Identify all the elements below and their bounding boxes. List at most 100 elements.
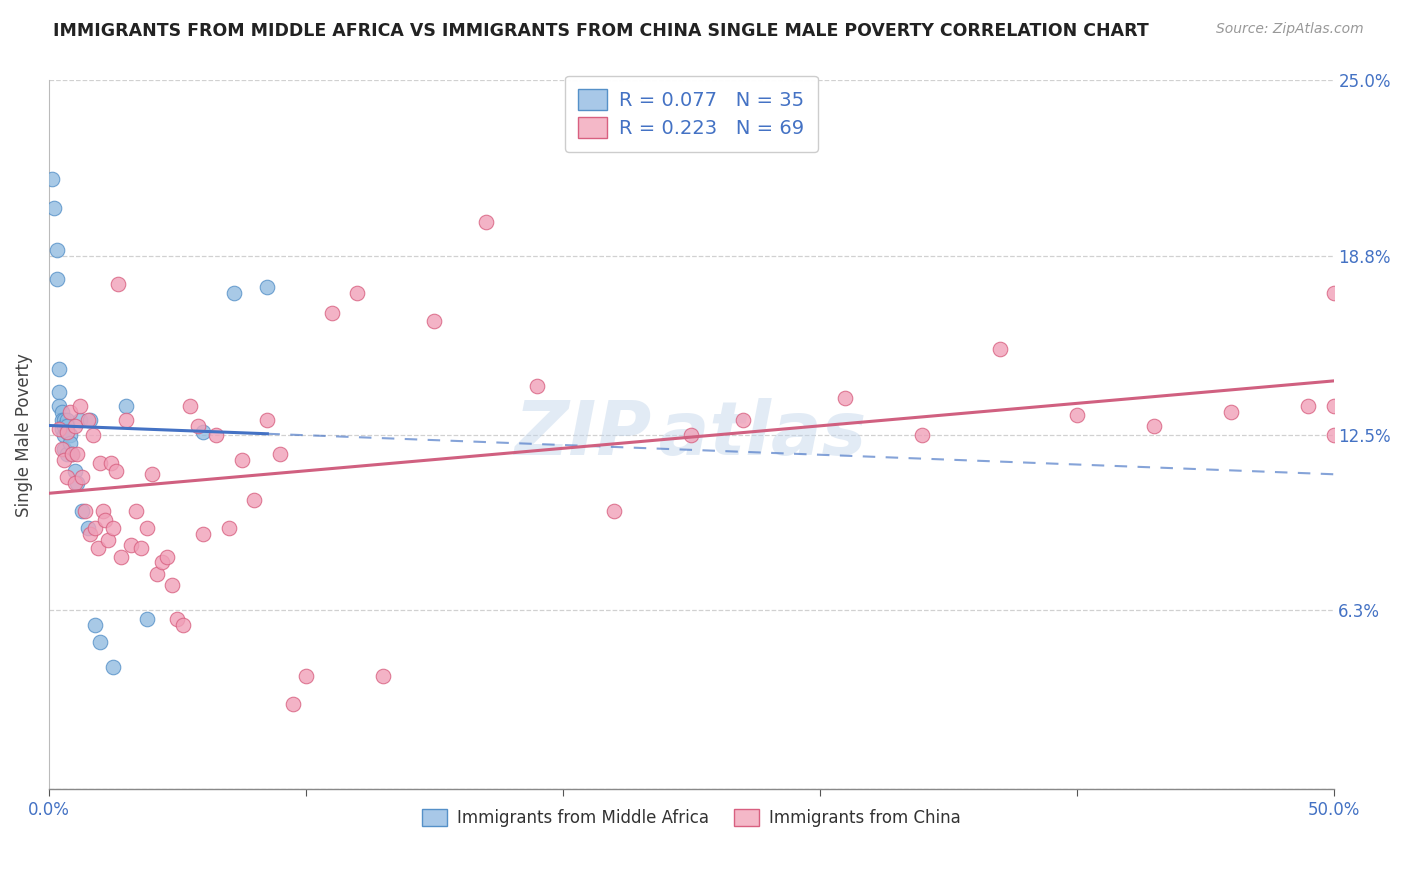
Point xyxy=(100,456,122,470)
Point xyxy=(97,533,120,547)
Point xyxy=(131,541,153,555)
Point xyxy=(110,549,132,564)
Point xyxy=(51,413,73,427)
Point xyxy=(256,413,278,427)
Point xyxy=(76,521,98,535)
Point xyxy=(162,578,184,592)
Point xyxy=(58,427,80,442)
Point xyxy=(371,669,394,683)
Point xyxy=(135,612,157,626)
Point xyxy=(243,492,266,507)
Point xyxy=(103,521,125,535)
Point xyxy=(104,465,127,479)
Point xyxy=(73,504,96,518)
Point xyxy=(526,379,548,393)
Point xyxy=(1219,405,1241,419)
Point xyxy=(146,566,169,581)
Point xyxy=(115,399,138,413)
Point xyxy=(45,271,67,285)
Point xyxy=(69,399,91,413)
Point xyxy=(191,425,214,439)
Point xyxy=(125,504,148,518)
Point xyxy=(56,425,79,439)
Point xyxy=(281,697,304,711)
Point xyxy=(79,527,101,541)
Point xyxy=(205,427,228,442)
Point xyxy=(45,243,67,257)
Point xyxy=(48,385,70,400)
Point xyxy=(79,413,101,427)
Point xyxy=(423,314,446,328)
Point xyxy=(1322,285,1344,300)
Point xyxy=(84,617,107,632)
Point xyxy=(1066,408,1088,422)
Point xyxy=(53,419,76,434)
Point xyxy=(84,521,107,535)
Text: Source: ZipAtlas.com: Source: ZipAtlas.com xyxy=(1216,22,1364,37)
Point xyxy=(115,413,138,427)
Point xyxy=(681,427,703,442)
Point xyxy=(150,555,173,569)
Point xyxy=(187,419,209,434)
Point xyxy=(63,419,86,434)
Point xyxy=(66,475,89,490)
Point xyxy=(53,453,76,467)
Point xyxy=(72,504,94,518)
Point xyxy=(256,280,278,294)
Point xyxy=(346,285,368,300)
Point xyxy=(48,362,70,376)
Point xyxy=(66,447,89,461)
Point xyxy=(56,413,79,427)
Point xyxy=(87,541,110,555)
Point xyxy=(63,475,86,490)
Point xyxy=(179,399,201,413)
Point xyxy=(41,172,63,186)
Point xyxy=(295,669,318,683)
Point xyxy=(166,612,188,626)
Point xyxy=(42,201,65,215)
Point xyxy=(1296,399,1319,413)
Text: IMMIGRANTS FROM MIDDLE AFRICA VS IMMIGRANTS FROM CHINA SINGLE MALE POVERTY CORRE: IMMIGRANTS FROM MIDDLE AFRICA VS IMMIGRA… xyxy=(53,22,1149,40)
Point xyxy=(89,634,111,648)
Point xyxy=(141,467,163,482)
Point xyxy=(731,413,754,427)
Point xyxy=(56,447,79,461)
Point xyxy=(135,521,157,535)
Point xyxy=(988,343,1011,357)
Point xyxy=(69,413,91,427)
Point xyxy=(82,427,104,442)
Point xyxy=(48,399,70,413)
Point xyxy=(56,425,79,439)
Point xyxy=(89,456,111,470)
Point xyxy=(76,413,98,427)
Point xyxy=(107,277,129,292)
Point xyxy=(56,419,79,434)
Point xyxy=(53,413,76,427)
Point xyxy=(60,447,83,461)
Point xyxy=(218,521,240,535)
Point xyxy=(156,549,179,564)
Point xyxy=(58,405,80,419)
Point xyxy=(603,504,626,518)
Point xyxy=(222,285,245,300)
Point xyxy=(120,538,142,552)
Point xyxy=(53,442,76,456)
Point xyxy=(1322,399,1344,413)
Point xyxy=(103,660,125,674)
Point xyxy=(51,422,73,436)
Point xyxy=(269,447,291,461)
Point xyxy=(94,513,117,527)
Text: ZIP atlas: ZIP atlas xyxy=(515,398,868,471)
Point xyxy=(51,442,73,456)
Point xyxy=(834,391,856,405)
Point xyxy=(58,436,80,450)
Point xyxy=(1322,427,1344,442)
Point xyxy=(911,427,934,442)
Point xyxy=(321,305,343,319)
Point xyxy=(53,427,76,442)
Legend: Immigrants from Middle Africa, Immigrants from China: Immigrants from Middle Africa, Immigrant… xyxy=(415,803,967,834)
Point xyxy=(91,504,114,518)
Point xyxy=(231,453,253,467)
Point xyxy=(60,447,83,461)
Point xyxy=(56,470,79,484)
